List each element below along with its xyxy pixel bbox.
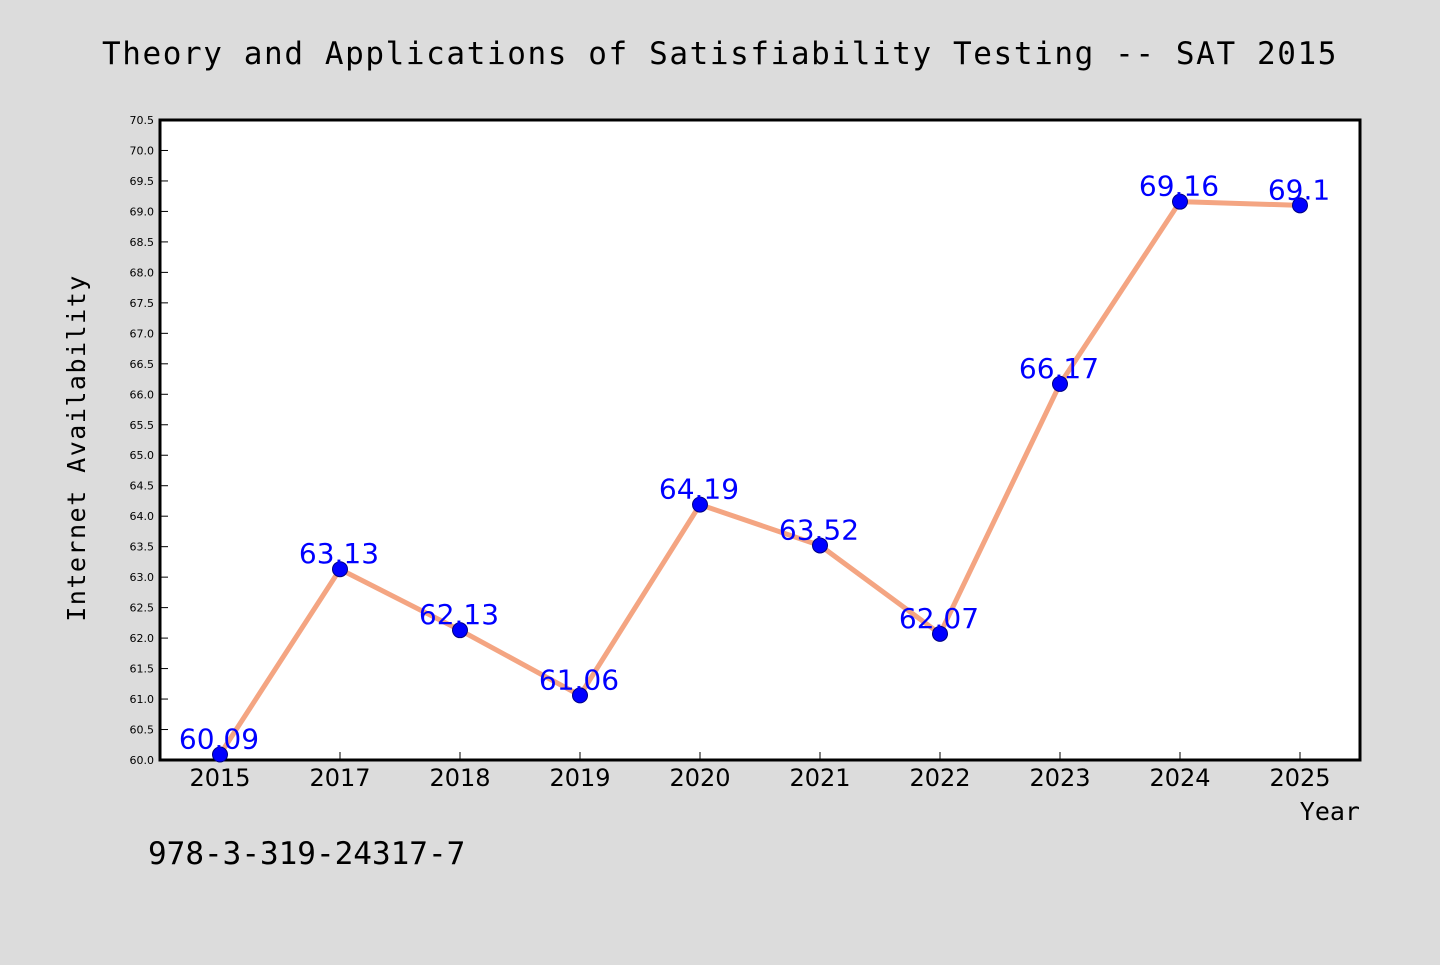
x-axis: 2015 2017 2018 2019 2020 2021 2022 2023 2024 2025 — [189, 752, 1331, 792]
data-point — [212, 746, 228, 763]
x-tick-label: 2025 — [1269, 764, 1330, 792]
y-tick-label: 68.0 — [130, 266, 155, 279]
x-axis-label: Year — [1300, 797, 1360, 826]
y-tick-label: 67.0 — [130, 327, 155, 340]
x-tick-label: 2024 — [1149, 764, 1210, 792]
data-point — [812, 537, 828, 554]
y-tick-label: 64.5 — [130, 480, 155, 493]
y-tick-label: 63.5 — [130, 541, 155, 554]
y-tick-label: 65.5 — [130, 419, 155, 432]
y-tick-label: 69.0 — [130, 205, 155, 218]
data-label: 69.1 — [1268, 173, 1330, 206]
data-label: 63.52 — [779, 513, 859, 546]
data-label: 60.09 — [179, 723, 259, 756]
y-tick-label: 70.5 — [130, 114, 155, 127]
data-point — [932, 625, 948, 642]
y-tick-label: 64.0 — [130, 510, 155, 523]
y-tick-label: 61.5 — [130, 663, 155, 676]
x-tick-label: 2019 — [549, 764, 610, 792]
data-point — [452, 622, 468, 639]
data-point — [1292, 197, 1308, 214]
plot-area — [158, 118, 1362, 762]
data-point — [1172, 193, 1188, 210]
data-label: 64.19 — [659, 473, 739, 506]
y-tick-label: 69.5 — [130, 175, 155, 188]
data-point — [332, 561, 348, 578]
data-label: 63.13 — [299, 537, 379, 570]
chart-title: Theory and Applications of Satisfiabilit… — [102, 36, 1338, 72]
x-tick-label: 2015 — [189, 764, 250, 792]
data-label: 62.13 — [419, 598, 499, 631]
x-tick-label: 2021 — [789, 764, 850, 792]
x-tick-label: 2023 — [1029, 764, 1090, 792]
data-point — [572, 687, 588, 704]
series-line — [217, 199, 1303, 758]
y-tick-label: 62.5 — [130, 602, 155, 615]
y-tick-label: 68.5 — [130, 236, 155, 249]
isbn-annotation: 978-3-319-24317-7 — [148, 836, 465, 872]
data-label: 61.06 — [539, 663, 619, 696]
y-tick-label: 65.0 — [130, 449, 155, 462]
data-point — [1052, 375, 1068, 392]
y-tick-label: 62.0 — [130, 632, 155, 645]
data-label: 69.16 — [1139, 170, 1219, 203]
x-tick-label: 2018 — [429, 764, 490, 792]
series-layer: 60.09 63.13 62.13 61.06 64.19 63.52 62.07 66.17… — [179, 170, 1330, 763]
y-tick-label: 63.0 — [130, 571, 155, 584]
y-tick-label: 70.0 — [130, 144, 155, 157]
y-tick-label: 67.5 — [130, 297, 155, 310]
x-tick-label: 2020 — [669, 764, 730, 792]
data-label: 62.07 — [899, 602, 979, 635]
y-axis-label: Internet Availability — [62, 274, 91, 622]
x-tick-label: 2022 — [909, 764, 970, 792]
y-axis: 60.0 60.5 61.0 61.5 62.0 62.5 63.0 63.5 64.0 64.5… — [130, 114, 168, 767]
y-tick-label: 60.5 — [130, 724, 155, 737]
x-tick-label: 2017 — [309, 764, 370, 792]
y-tick-label: 66.0 — [130, 388, 155, 401]
data-point — [692, 496, 708, 513]
y-tick-label: 61.0 — [130, 693, 155, 706]
y-tick-label: 66.5 — [130, 358, 155, 371]
y-tick-label: 60.0 — [130, 754, 155, 767]
data-label: 66.17 — [1019, 352, 1099, 385]
